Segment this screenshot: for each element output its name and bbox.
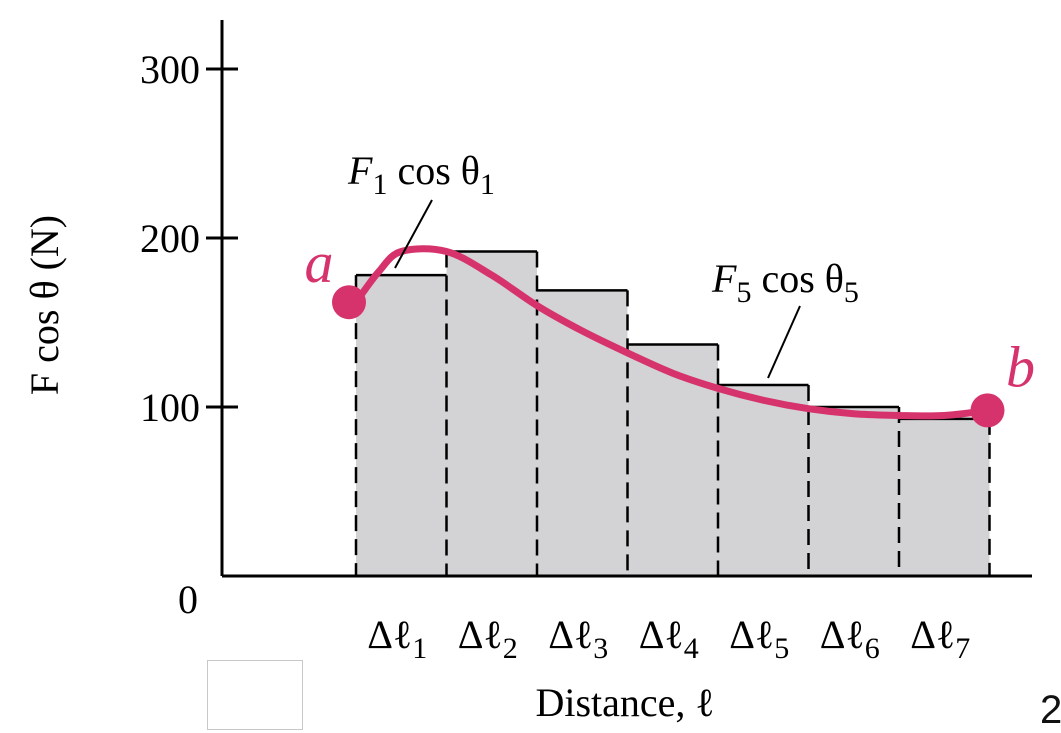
point-a: [332, 285, 366, 320]
y-axis-label: F cos θ (N): [22, 215, 67, 395]
point-label-b: b: [1006, 334, 1035, 399]
x-tick-label-6: Δℓ6: [820, 612, 880, 665]
bar-7: [899, 418, 990, 576]
axes-layer: [220, 20, 1032, 578]
x-tick-label-5: Δℓ5: [729, 612, 789, 665]
bar-4: [627, 344, 718, 576]
y-tick-label-0: 0: [178, 577, 198, 622]
point-label-a: a: [305, 230, 334, 295]
page-number: 2: [1040, 688, 1061, 732]
force-curve: [352, 245, 993, 420]
point-b: [970, 393, 1005, 428]
x-tick-label-2: Δℓ2: [458, 612, 518, 665]
bar-5: [718, 385, 809, 576]
annotation-leader-1: [394, 199, 433, 269]
x-tick-labels-layer: Δℓ1 Δℓ2 Δℓ3 Δℓ4 Δℓ5 Δℓ6 Δℓ7: [367, 612, 970, 665]
y-tick-label-200: 200: [140, 216, 200, 261]
annotation-2: F5 cos θ5: [711, 256, 859, 309]
bar-2: [446, 251, 537, 576]
bars-layer: [354, 250, 991, 576]
x-tick-label-1: Δℓ1: [367, 612, 427, 665]
x-tick-label-7: Δℓ7: [910, 612, 970, 665]
annotations-layer: F1 cos θ1 F5 cos θ5: [347, 148, 859, 379]
y-tick-label-300: 300: [140, 47, 200, 92]
points-layer: ab: [305, 230, 1035, 428]
bar-1: [356, 275, 447, 576]
y-ticks-layer: 0 100 200 300: [140, 47, 238, 622]
blank-box: [207, 660, 303, 730]
annotation-leader-2: [767, 305, 801, 379]
bar-3: [537, 290, 628, 576]
x-tick-label-3: Δℓ3: [548, 612, 608, 665]
x-tick-label-4: Δℓ4: [639, 612, 699, 665]
x-axis-label: Distance, ℓ: [535, 680, 714, 725]
bar-6: [808, 407, 899, 576]
y-tick-label-100: 100: [140, 385, 200, 430]
annotation-1: F1 cos θ1: [347, 148, 495, 201]
